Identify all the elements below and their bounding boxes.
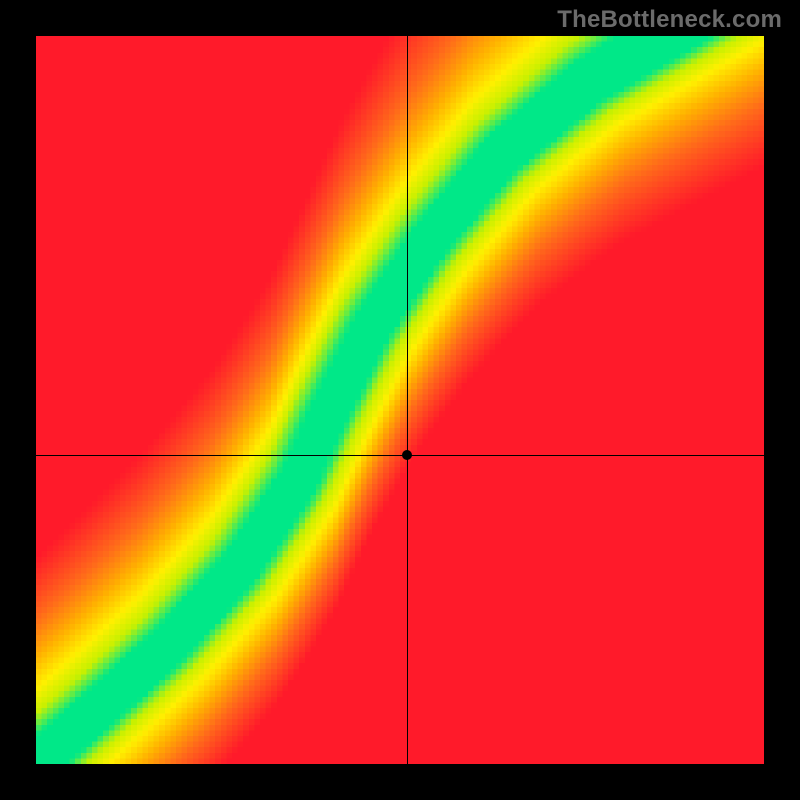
- crosshair-marker: [402, 450, 412, 460]
- bottleneck-heatmap: [36, 36, 764, 764]
- crosshair-horizontal: [36, 455, 764, 456]
- watermark-label: TheBottleneck.com: [557, 6, 782, 34]
- crosshair-vertical: [407, 36, 408, 764]
- chart-container: TheBottleneck.com: [0, 0, 800, 800]
